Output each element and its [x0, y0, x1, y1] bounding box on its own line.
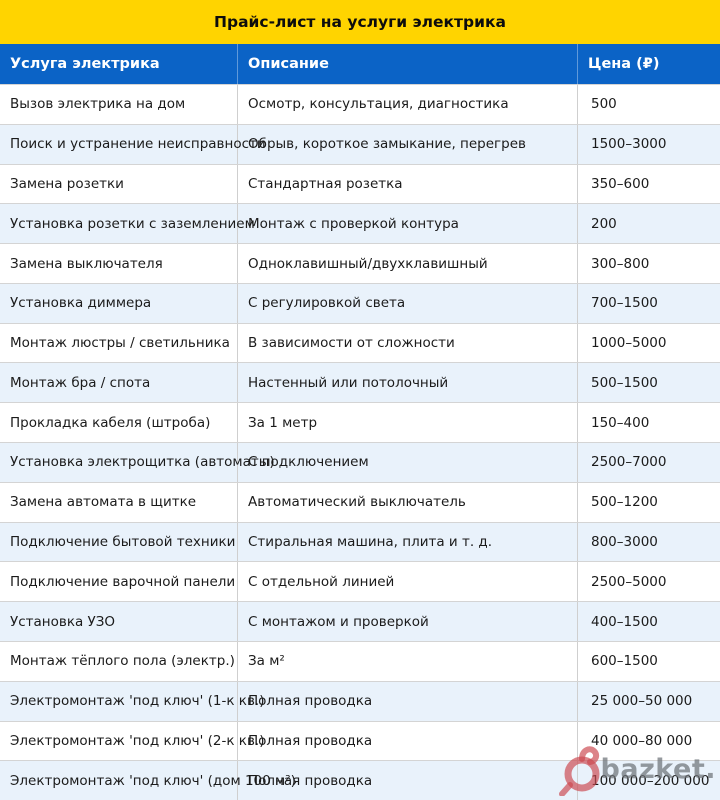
cell-service: Электромонтаж 'под ключ' (2-к кв.) [0, 721, 264, 761]
cell-price: 100 000–200 000 [591, 772, 710, 789]
cell-price: 150–400 [591, 414, 650, 431]
cell-price: 40 000–80 000 [591, 732, 693, 749]
cell-description: Полная проводка [238, 681, 578, 721]
table-body: Вызов электрика на дом Осмотр, консультац… [0, 84, 720, 800]
table-row: Замена розетки Стандартная розетка 350–600 [0, 163, 720, 204]
cell-description: Осмотр, консультация, диагностика [238, 85, 578, 124]
table-row: Установка электрощитка (автоматы) С подкл… [0, 442, 720, 482]
table-row: Установка УЗО С монтажом и проверкой 400–1… [0, 601, 720, 641]
cell-price: 500–1200 [591, 494, 658, 511]
table-row: Прокладка кабеля (штроба) За 1 метр 150–40… [0, 402, 720, 443]
column-header-service: Услуга электрика [0, 44, 238, 84]
cell-service: Замена выключателя [0, 244, 238, 283]
cell-service: Вызов электрика на дом [0, 85, 238, 124]
cell-price: 600–1500 [591, 653, 658, 670]
cell-service: Замена розетки [0, 164, 238, 204]
cell-description: За м² [238, 641, 578, 681]
cell-service: Подключение варочной панели [0, 562, 238, 602]
cell-description: Обрыв, короткое замыкание, перегрев [238, 124, 578, 164]
page-title: Прайс-лист на услуги электрика [0, 0, 720, 44]
cell-price: 1000–5000 [591, 335, 667, 352]
table-row: Вызов электрика на дом Осмотр, консультац… [0, 84, 720, 124]
cell-service: Электромонтаж 'под ключ' (дом 100 м²) [0, 761, 296, 800]
cell-description: За 1 метр [238, 403, 578, 443]
cell-description: Автоматический выключатель [238, 482, 578, 522]
cell-price: 1500–3000 [591, 136, 667, 153]
cell-description: Стиральная машина, плита и т. д. [238, 522, 578, 562]
cell-description: Настенный или потолочный [238, 363, 578, 403]
cell-price: 25 000–50 000 [591, 693, 693, 710]
table-row: Замена автомата в щитке Автоматический вы… [0, 481, 720, 522]
cell-description: С монтажом и проверкой [238, 602, 578, 641]
table-header: Услуга электрика Описание Цена (₽) [0, 44, 720, 84]
cell-description: В зависимости от сложности [238, 323, 578, 363]
cell-price: 350–600 [591, 175, 650, 192]
table-row: Монтаж бра / спота Настенный или потолочн… [0, 362, 720, 403]
cell-price: 2500–5000 [591, 573, 667, 590]
column-header-description: Описание [238, 44, 578, 84]
cell-price: 200 [591, 215, 617, 232]
cell-service: Монтаж тёплого пола (электр.) [0, 641, 238, 681]
cell-description: С отдельной линией [238, 562, 578, 602]
cell-description: С регулировкой света [238, 283, 578, 323]
cell-description: Полная проводка [238, 721, 578, 761]
table-row: Поиск и устранение неисправности Обрыв, к… [0, 123, 720, 164]
cell-price: 500–1500 [591, 374, 658, 391]
table-row: Электромонтаж 'под ключ' (дом 100 м²) Пол… [0, 760, 720, 800]
cell-service: Установка розетки с заземлением [0, 204, 255, 244]
cell-description: С подключением [238, 443, 578, 482]
cell-price: 300–800 [591, 255, 650, 272]
cell-service: Установка электрощитка (автоматы) [0, 443, 275, 482]
cell-service: Установка диммера [0, 283, 238, 323]
cell-description: Монтаж с проверкой контура [238, 204, 578, 244]
table-row: Замена выключателя Одноклавишный/двухклав… [0, 243, 720, 283]
table-row: Монтаж люстры / светильника В зависимости… [0, 322, 720, 363]
cell-price: 2500–7000 [591, 454, 667, 471]
table-row: Установка диммера С регулировкой света 700… [0, 282, 720, 323]
cell-service: Прокладка кабеля (штроба) [0, 403, 238, 443]
cell-price: 500 [591, 96, 617, 113]
cell-price: 400–1500 [591, 613, 658, 630]
cell-service: Установка УЗО [0, 602, 238, 641]
table-row: Подключение варочной панели С отдельной л… [0, 561, 720, 602]
cell-service: Монтаж бра / спота [0, 363, 238, 403]
cell-service: Электромонтаж 'под ключ' (1-к кв.) [0, 681, 264, 721]
cell-description: Полная проводка [238, 761, 578, 800]
cell-price: 800–3000 [591, 533, 658, 550]
cell-description: Стандартная розетка [238, 164, 578, 204]
table-row: Подключение бытовой техники Стиральная ма… [0, 521, 720, 562]
table-row: Электромонтаж 'под ключ' (1-к кв.) Полная… [0, 680, 720, 721]
cell-description: Одноклавишный/двухклавишный [238, 244, 578, 283]
cell-service: Поиск и устранение неисправности [0, 124, 266, 164]
cell-service: Подключение бытовой техники [0, 522, 238, 562]
table-row: Установка розетки с заземлением Монтаж с … [0, 203, 720, 244]
cell-price: 700–1500 [591, 295, 658, 312]
table-row: Электромонтаж 'под ключ' (2-к кв.) Полная… [0, 720, 720, 761]
cell-service: Замена автомата в щитке [0, 482, 238, 522]
table-row: Монтаж тёплого пола (электр.) За м² 600–15… [0, 640, 720, 681]
cell-service: Монтаж люстры / светильника [0, 323, 238, 363]
column-header-price: Цена (₽) [588, 56, 660, 72]
